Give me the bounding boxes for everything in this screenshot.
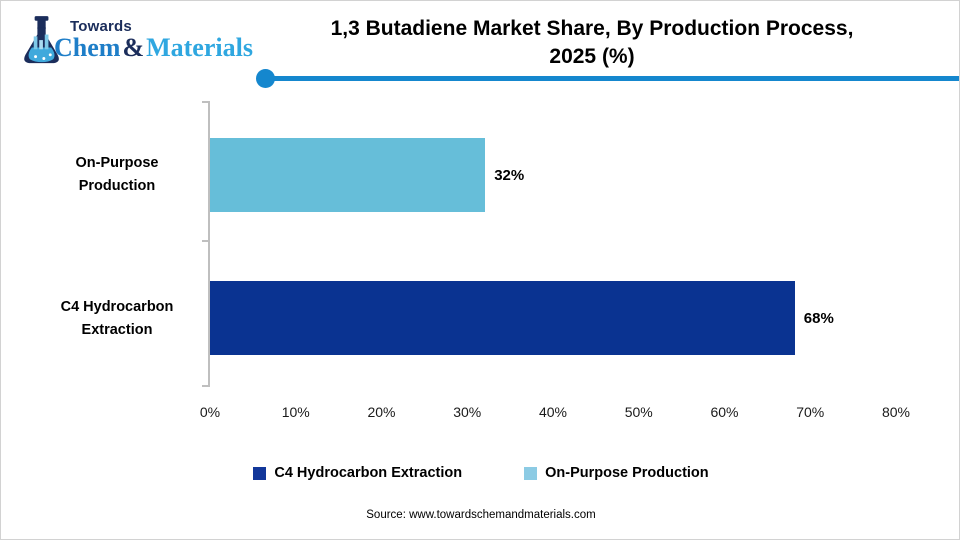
y-axis-line [208, 101, 210, 387]
x-tick: 70% [796, 404, 825, 420]
brand-materials: Materials [146, 33, 253, 62]
legend-label-on-purpose: On-Purpose Production [545, 465, 709, 481]
header-underline [265, 76, 959, 81]
legend-item-c4: C4 Hydrocarbon Extraction [253, 465, 462, 481]
legend-swatch-dark-blue [253, 466, 267, 480]
x-tick: 60% [710, 404, 739, 420]
legend-item-on-purpose: On-Purpose Production [524, 465, 709, 481]
bar-c4-hydrocarbon-extraction [210, 281, 795, 355]
header-underline-dot [256, 69, 275, 88]
brand-ampersand: & [122, 33, 145, 62]
brand-name: Chem&Materials [54, 33, 253, 62]
y-axis-tick [202, 385, 209, 387]
legend: C4 Hydrocarbon Extraction On-Purpose Pro… [1, 465, 960, 481]
brand-towards: Towards [70, 18, 132, 35]
chart-title-line2: 2025 (%) [549, 45, 635, 68]
legend-label-c4: C4 Hydrocarbon Extraction [274, 465, 463, 481]
legend-swatch-light-blue [524, 466, 538, 480]
value-label-c4: 68% [803, 309, 834, 327]
x-tick: 30% [453, 404, 482, 420]
x-tick: 10% [281, 404, 310, 420]
y-axis-tick [202, 240, 209, 242]
chart-title-line1: 1,3 Butadiene Market Share, By Productio… [330, 17, 854, 40]
x-tick: 20% [367, 404, 396, 420]
bar-row: 68% [210, 281, 898, 355]
category-label-c4: C4 Hydrocarbon Extraction [60, 299, 174, 338]
x-tick: 40% [538, 404, 568, 420]
brand-chem: Chem [54, 33, 121, 62]
bar-on-purpose-production [210, 138, 486, 212]
x-tick: 0% [199, 404, 221, 420]
x-tick: 50% [624, 404, 653, 420]
x-axis-tick-labels: 0% 10% 20% 30% 40% 50% 60% 70% 80% [200, 404, 910, 424]
flask-icon [24, 16, 59, 64]
category-label-on-purpose: On-Purpose Production [75, 155, 159, 194]
y-axis-tick [202, 101, 209, 103]
brand-text: Towards Chem&Materials [54, 14, 253, 61]
chart-title: 1,3 Butadiene Market Share, By Productio… [236, 15, 948, 71]
brand-logo: Towards Chem&Materials [19, 14, 253, 66]
value-label-on-purpose: 32% [494, 166, 525, 184]
bar-row: 32% [210, 138, 898, 212]
x-tick: 80% [881, 404, 911, 420]
source-attribution: Source: www.towardschemandmaterials.com [366, 509, 596, 521]
